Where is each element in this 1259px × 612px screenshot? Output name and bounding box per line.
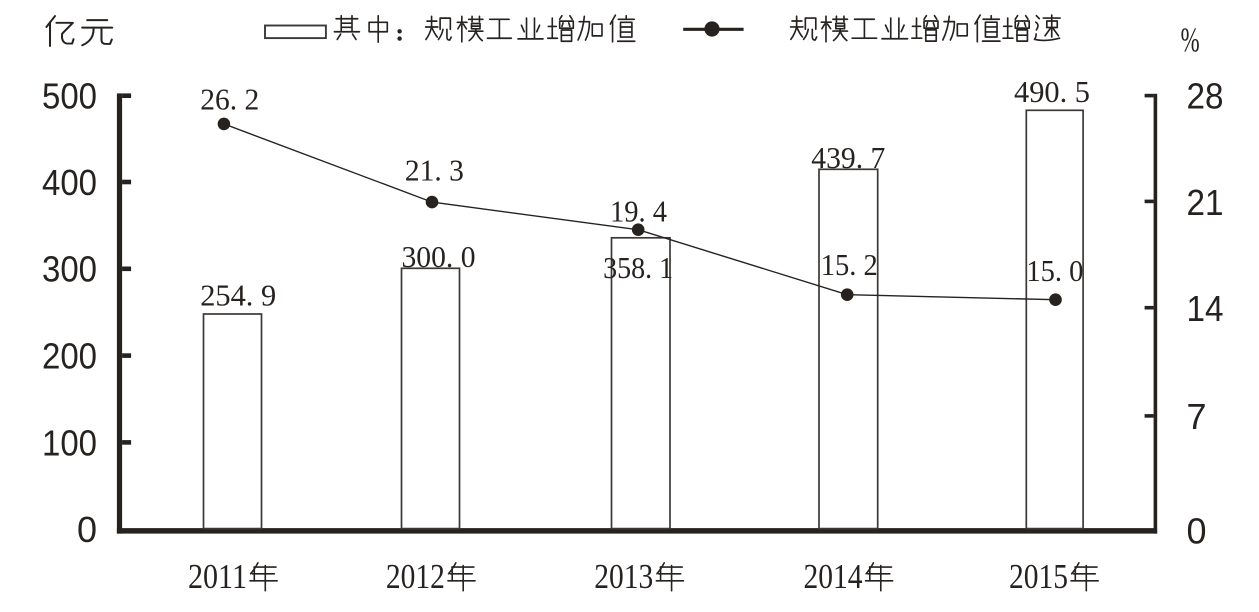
svg-text:100: 100 [42, 422, 97, 463]
svg-text:15. 2: 15. 2 [821, 247, 878, 282]
svg-text:254. 9: 254. 9 [200, 278, 276, 313]
svg-text:500: 500 [42, 76, 97, 117]
svg-text:300: 300 [42, 249, 97, 290]
svg-text:358. 1: 358. 1 [603, 250, 673, 285]
svg-text:0: 0 [1187, 511, 1207, 552]
svg-text:439. 7: 439. 7 [811, 140, 885, 175]
svg-text:2014: 2014 [804, 557, 863, 596]
svg-text:2015: 2015 [1009, 557, 1068, 596]
svg-text:21: 21 [1187, 182, 1224, 223]
svg-text:26. 2: 26. 2 [200, 82, 259, 117]
svg-text:2012: 2012 [386, 557, 445, 596]
svg-text:7: 7 [1187, 396, 1207, 437]
svg-text:14: 14 [1187, 288, 1224, 329]
svg-text:0: 0 [77, 509, 97, 550]
svg-text:%: % [1181, 21, 1200, 60]
svg-text:200: 200 [42, 335, 97, 376]
svg-text:300. 0: 300. 0 [402, 239, 476, 274]
svg-text:21. 3: 21. 3 [405, 152, 464, 187]
svg-text:2013: 2013 [594, 557, 653, 596]
svg-text:490. 5: 490. 5 [1014, 74, 1090, 109]
svg-text:28: 28 [1187, 76, 1224, 117]
svg-text:19. 4: 19. 4 [610, 194, 667, 229]
svg-text:15. 0: 15. 0 [1026, 253, 1083, 288]
svg-text:2011: 2011 [188, 557, 247, 596]
svg-text:400: 400 [42, 162, 97, 203]
